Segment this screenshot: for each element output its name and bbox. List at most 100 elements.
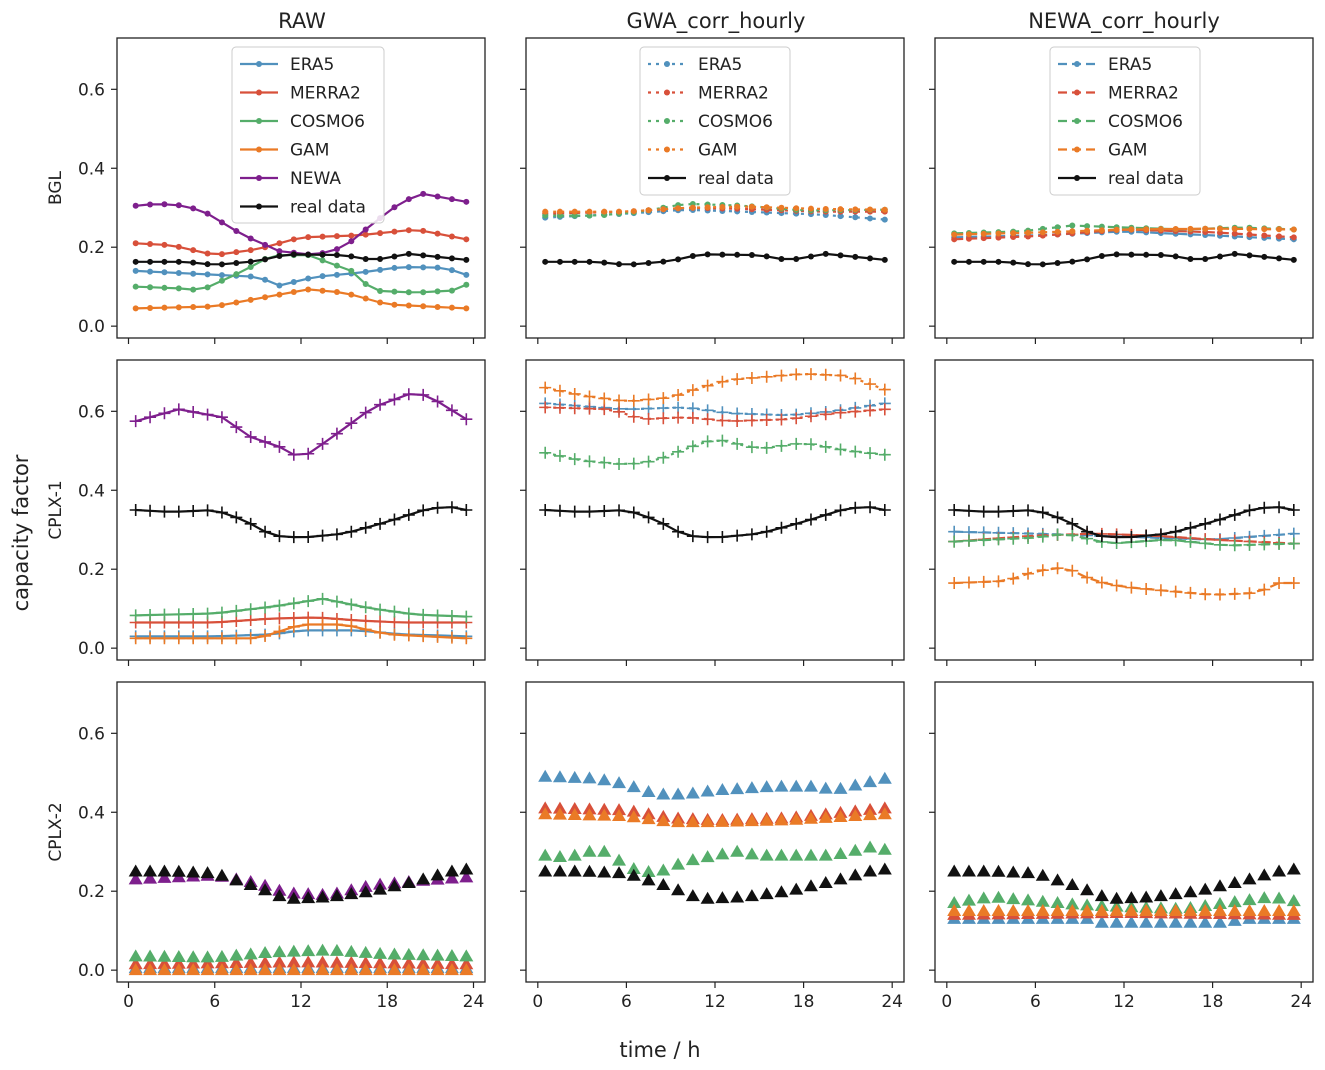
data-point — [402, 388, 415, 401]
data-point — [645, 260, 652, 266]
data-point — [1109, 903, 1124, 916]
panel-bgl-newa-corr-hourly: ERA5 MERRA2 COSMO6 GAM real data — [929, 37, 1314, 344]
series-gam — [951, 225, 1297, 238]
data-point — [147, 284, 154, 291]
data-point — [373, 946, 388, 959]
data-point — [657, 517, 670, 530]
y-tick-label: 0.4 — [78, 803, 105, 823]
data-point — [538, 769, 553, 782]
data-point — [822, 206, 829, 213]
data-point — [459, 862, 474, 875]
data-point — [276, 240, 283, 247]
data-point — [1157, 252, 1164, 259]
data-point — [848, 868, 863, 881]
data-point — [1021, 903, 1036, 916]
data-point — [803, 848, 818, 861]
data-point — [538, 864, 553, 877]
data-point — [586, 258, 593, 265]
data-point — [218, 302, 225, 309]
data-point — [190, 247, 197, 254]
data-point — [642, 455, 655, 468]
data-point — [244, 614, 257, 627]
data-point — [1198, 915, 1213, 928]
data-point — [552, 807, 567, 820]
data-point — [362, 226, 369, 233]
data-point — [864, 501, 877, 514]
data-point — [759, 848, 774, 861]
data-point — [1183, 915, 1198, 928]
data-point — [215, 411, 228, 424]
data-point — [613, 394, 626, 407]
data-point — [1110, 579, 1123, 592]
data-point — [774, 813, 789, 826]
data-point — [161, 269, 168, 276]
data-point — [405, 302, 412, 309]
data-point — [745, 528, 758, 541]
data-point — [672, 389, 685, 402]
data-point — [630, 261, 637, 268]
data-point — [204, 261, 211, 268]
data-point — [230, 604, 243, 617]
data-point — [700, 784, 715, 797]
data-point — [962, 504, 975, 517]
data-point — [247, 235, 254, 242]
data-point — [1272, 903, 1287, 916]
data-point — [539, 381, 552, 394]
data-point — [319, 251, 326, 258]
panel-cplx-2-gwa-corr-hourly: 0 6 12 18 24 — [520, 681, 905, 1012]
legend-label: real data — [1108, 169, 1184, 189]
data-point — [962, 534, 975, 547]
data-point — [1065, 903, 1080, 916]
data-point — [819, 440, 832, 453]
data-point — [1109, 915, 1124, 928]
data-point — [1153, 903, 1168, 916]
data-point — [387, 956, 402, 969]
data-point — [995, 230, 1002, 237]
data-point — [992, 505, 1005, 518]
legend-marker — [1074, 118, 1080, 124]
data-point — [144, 632, 157, 645]
data-point — [273, 440, 286, 453]
data-point — [345, 598, 358, 611]
data-point — [1216, 225, 1223, 232]
data-point — [1290, 234, 1297, 241]
data-point — [553, 504, 566, 517]
data-point — [272, 945, 287, 958]
data-point — [391, 228, 398, 235]
data-point — [627, 394, 640, 407]
data-point — [287, 620, 300, 633]
data-point — [1286, 894, 1301, 907]
data-point — [445, 610, 458, 623]
data-point — [405, 227, 412, 234]
data-point — [612, 853, 627, 866]
series-cosmo6 — [128, 943, 474, 963]
data-point — [704, 204, 711, 211]
data-point — [586, 208, 593, 215]
legend-label: COSMO6 — [290, 112, 365, 132]
series-era5 — [947, 911, 1301, 928]
data-point — [701, 379, 714, 392]
data-point — [730, 782, 745, 795]
data-point — [1243, 504, 1256, 517]
data-point — [128, 872, 143, 885]
data-point — [790, 368, 803, 381]
data-point — [627, 457, 640, 470]
data-point — [1153, 915, 1168, 928]
series-real-data — [948, 501, 1300, 544]
data-point — [259, 629, 272, 642]
data-point — [233, 299, 240, 306]
data-point — [656, 814, 671, 827]
data-point — [1257, 903, 1272, 916]
data-point — [833, 847, 848, 860]
legend-marker — [1074, 61, 1080, 67]
data-point — [190, 286, 197, 293]
data-point — [420, 289, 427, 296]
data-point — [247, 263, 254, 270]
x-tick-label: 6 — [1030, 992, 1041, 1012]
data-point — [977, 575, 990, 588]
data-point — [1199, 517, 1212, 530]
data-point — [214, 949, 229, 962]
legend-marker — [664, 61, 670, 67]
data-point — [834, 504, 847, 517]
data-point — [627, 506, 640, 519]
